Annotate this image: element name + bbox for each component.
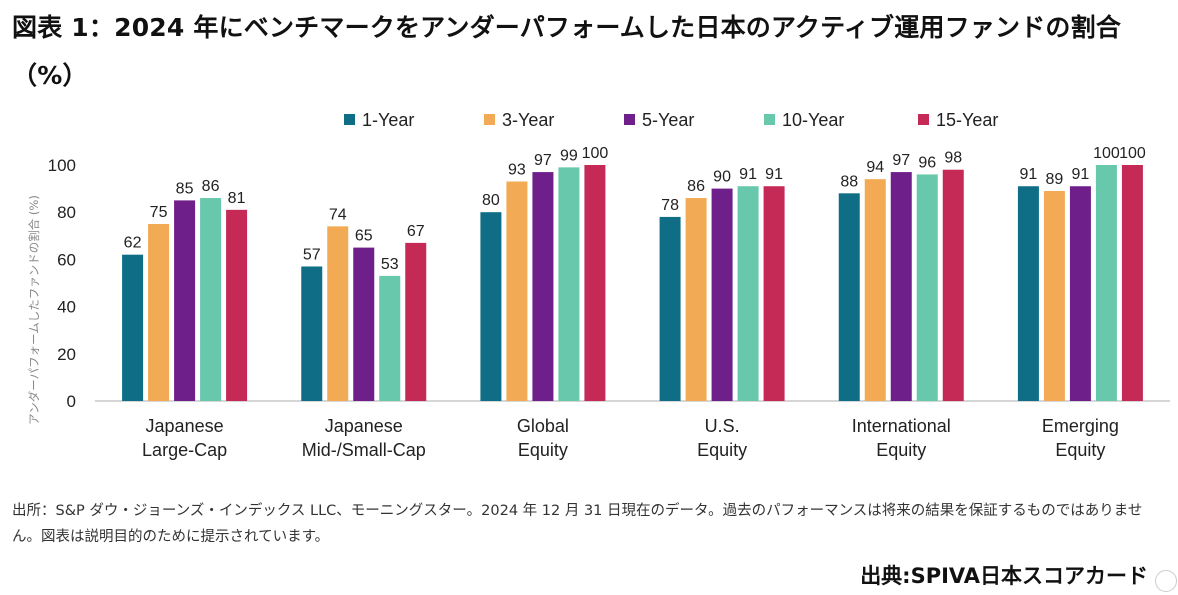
bar <box>122 254 144 401</box>
bar-value-label: 85 <box>176 180 194 197</box>
legend-label: 5-Year <box>642 110 694 130</box>
x-tick-label: Global <box>517 416 569 436</box>
legend-label: 1-Year <box>362 110 414 130</box>
bar <box>737 186 759 401</box>
bar-value-label: 91 <box>1072 166 1090 183</box>
bar-value-label: 81 <box>228 190 246 207</box>
bar-value-label: 80 <box>482 192 500 209</box>
bar <box>532 172 554 401</box>
legend-swatch <box>764 114 775 125</box>
bar <box>353 247 375 401</box>
bar <box>1095 165 1117 401</box>
bar <box>480 212 502 401</box>
bar-value-label: 65 <box>355 228 373 245</box>
footnote: 出所：S&P ダウ・ジョーンズ・インデックス LLC、モーニングスター。2024… <box>12 503 1143 545</box>
bar-value-label: 97 <box>534 152 552 169</box>
legend-swatch <box>918 114 929 125</box>
bar-value-label: 91 <box>1020 166 1038 183</box>
bar-value-label: 89 <box>1046 171 1064 188</box>
page-title: 図表 1：2024 年にベンチマークをアンダーパフォームした日本のアクティブ運用… <box>12 13 1122 90</box>
bar-chart: 1-Year 3-Year 5-Year 10-Year 15-Year アンダーパフォ… <box>27 110 1170 460</box>
x-tick-label: Large-Cap <box>142 440 227 460</box>
bar <box>763 186 785 401</box>
bar-value-label: 67 <box>407 223 425 240</box>
bar-value-label: 86 <box>687 178 705 195</box>
x-tick-label: International <box>852 416 951 436</box>
source-label: 出典:SPIVA日本スコアカード <box>860 564 1148 588</box>
bar <box>864 179 886 401</box>
y-tick-label: 0 <box>67 392 76 411</box>
bar <box>1069 186 1091 401</box>
bar <box>838 193 860 401</box>
bar <box>327 226 349 401</box>
bar-value-label: 62 <box>124 235 142 252</box>
x-tick-label: Equity <box>697 440 747 460</box>
y-axis-label: アンダーパフォームしたファンドの割合 (%) <box>27 195 41 425</box>
bar <box>405 242 427 401</box>
legend-label: 10-Year <box>782 110 844 130</box>
y-tick-label: 100 <box>48 156 76 175</box>
bar <box>916 174 938 401</box>
bar-value-label: 100 <box>1119 145 1146 162</box>
y-tick-label: 40 <box>57 298 76 317</box>
legend-swatch <box>484 114 495 125</box>
x-axis-category-labels: Japanese Large-Cap Japanese Mid-/Small-Cap G… <box>142 416 1119 460</box>
bar-value-label: 86 <box>202 178 220 195</box>
chart-legend: 1-Year 3-Year 5-Year 10-Year 15-Year <box>344 110 998 130</box>
bar <box>659 216 681 401</box>
bars-group <box>122 165 1143 401</box>
x-tick-label: Equity <box>518 440 568 460</box>
legend-swatch <box>344 114 355 125</box>
bar-value-label: 78 <box>661 197 679 214</box>
x-tick-label: Emerging <box>1042 416 1119 436</box>
y-axis-ticks: 0 20 40 60 80 100 <box>48 156 76 411</box>
x-tick-label: Japanese <box>146 416 224 436</box>
bar-value-label: 100 <box>1093 145 1120 162</box>
bar-value-label: 100 <box>582 145 609 162</box>
bar <box>379 275 401 401</box>
bar <box>1121 165 1143 401</box>
bar <box>148 224 170 401</box>
legend-label: 3-Year <box>502 110 554 130</box>
bar <box>711 188 733 401</box>
bar <box>558 167 580 401</box>
y-tick-label: 60 <box>57 250 76 269</box>
x-tick-label: U.S. <box>705 416 740 436</box>
x-tick-label: Equity <box>876 440 926 460</box>
bar-value-label: 90 <box>713 169 731 186</box>
bar <box>301 266 323 401</box>
bar <box>226 209 248 401</box>
bar-value-label: 99 <box>560 147 578 164</box>
bar <box>1017 186 1039 401</box>
bar <box>506 181 528 401</box>
x-tick-label: Japanese <box>325 416 403 436</box>
bar <box>890 172 912 401</box>
bar-value-label: 97 <box>892 152 910 169</box>
bar-value-label: 57 <box>303 246 321 263</box>
legend-swatch <box>624 114 635 125</box>
bar <box>685 198 707 401</box>
bar-value-label: 74 <box>329 206 347 223</box>
x-tick-label: Mid-/Small-Cap <box>302 440 426 460</box>
legend-label: 15-Year <box>936 110 998 130</box>
watermark-seal <box>1155 570 1177 592</box>
y-tick-label: 20 <box>57 345 76 364</box>
bar-value-label: 91 <box>739 166 757 183</box>
bar-value-label: 93 <box>508 162 526 179</box>
bar <box>200 198 222 401</box>
bar-value-label: 98 <box>944 150 962 167</box>
bar <box>1043 190 1065 401</box>
bar-value-label: 88 <box>840 173 858 190</box>
bar-value-label: 53 <box>381 256 399 273</box>
bar <box>584 165 606 401</box>
bar <box>174 200 196 401</box>
bar-value-label: 75 <box>150 204 168 221</box>
bar-value-label: 94 <box>866 159 884 176</box>
y-tick-label: 80 <box>57 203 76 222</box>
bar-value-label: 96 <box>918 154 936 171</box>
bar-value-label: 91 <box>765 166 783 183</box>
bar <box>942 169 964 401</box>
x-tick-label: Equity <box>1055 440 1105 460</box>
